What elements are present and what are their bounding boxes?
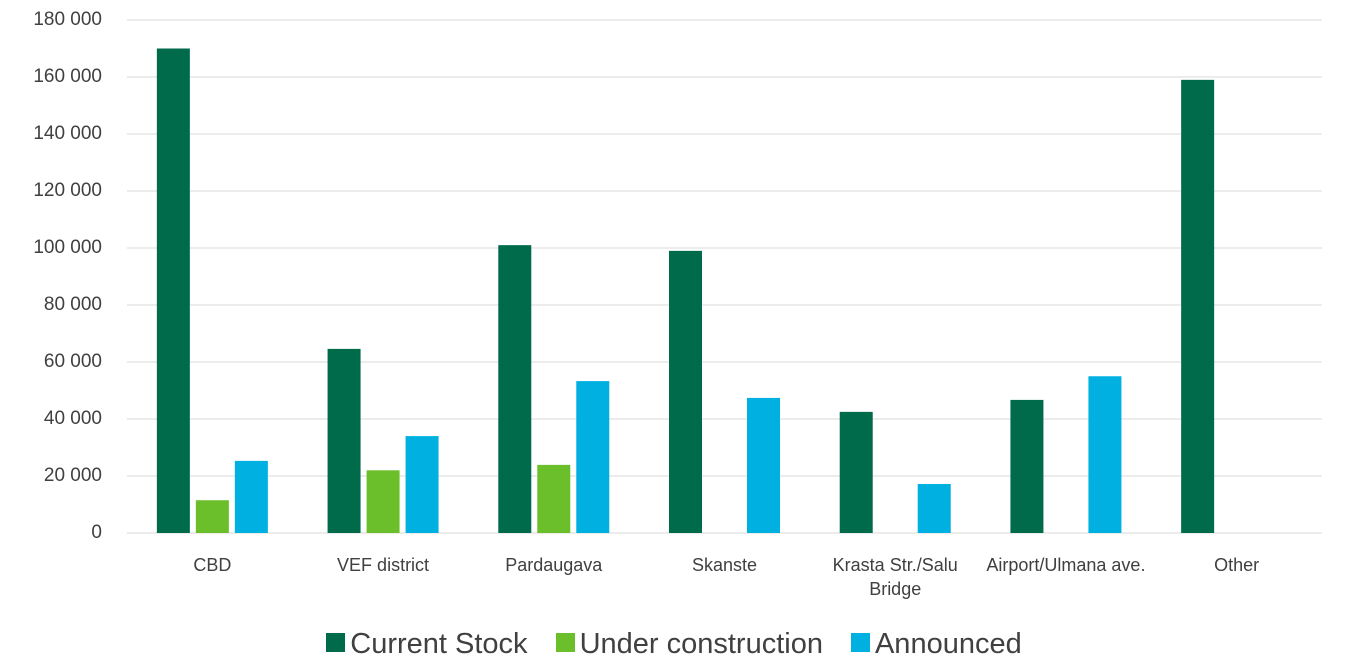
y-tick-label: 100 000 [33,237,102,258]
bar [576,381,610,533]
legend-label: Under construction [579,628,823,660]
x-tick-label: Krasta Str./Salu Bridge [832,555,958,599]
bar [669,250,702,533]
y-tick-label: 140 000 [33,123,102,144]
bar [1010,399,1044,533]
y-tick-label: 0 [91,522,102,543]
bar [1088,376,1122,533]
legend-item: Announced [850,628,1022,661]
x-tick-label: CBD [193,555,232,575]
legend: Current Stock Under construction Announced [0,628,1348,661]
bar [234,460,268,533]
y-tick-label: 180 000 [33,9,102,30]
y-tick-label: 160 000 [33,66,102,87]
y-tick-label: 60 000 [44,351,102,372]
bar [405,436,439,533]
x-tick-label: Other [1214,555,1260,575]
bar [195,500,229,533]
x-tick-label: Skanste [691,555,758,575]
bar [327,348,361,533]
bar [839,411,873,533]
legend-item: Current Stock [326,628,528,661]
y-tick-label: 40 000 [44,408,102,429]
x-tick-label: VEF district [337,555,430,575]
bar [1181,79,1215,533]
legend-swatch [326,633,346,652]
legend-label: Announced [874,628,1022,660]
legend-label: Current Stock [350,628,528,660]
bar [366,470,400,533]
y-tick-label: 80 000 [44,294,102,315]
bar [156,48,190,533]
chart: 0 20 000 40 000 60 000 80 000 100 000 120 000 1… [33,9,1322,543]
x-tick-label: Airport/Ulmana ave. [986,555,1146,575]
legend-swatch [555,633,575,652]
legend-item: Under construction [555,628,823,661]
y-tick-label: 120 000 [33,180,102,201]
bar [917,483,951,533]
bar [498,245,532,533]
x-tick-label: Pardaugava [505,555,603,575]
legend-swatch [850,633,870,652]
bar [537,464,571,533]
y-tick-label: 20 000 [44,465,102,486]
bar [747,397,780,533]
